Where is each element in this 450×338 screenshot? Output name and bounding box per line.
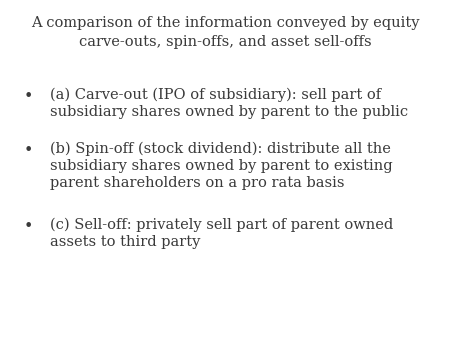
Text: (c) Sell-off: privately sell part of parent owned: (c) Sell-off: privately sell part of par… [50,218,393,233]
Text: parent shareholders on a pro rata basis: parent shareholders on a pro rata basis [50,176,345,190]
Text: (b) Spin-off (stock dividend): distribute all the: (b) Spin-off (stock dividend): distribut… [50,142,391,156]
Text: •: • [23,142,33,159]
Text: subsidiary shares owned by parent to existing: subsidiary shares owned by parent to exi… [50,159,392,173]
Text: A comparison of the information conveyed by equity
carve-outs, spin-offs, and as: A comparison of the information conveyed… [31,16,419,49]
Text: (a) Carve-out (IPO of subsidiary): sell part of: (a) Carve-out (IPO of subsidiary): sell … [50,88,381,102]
Text: subsidiary shares owned by parent to the public: subsidiary shares owned by parent to the… [50,105,408,119]
Text: assets to third party: assets to third party [50,235,200,249]
Text: •: • [23,88,33,105]
Text: •: • [23,218,33,235]
